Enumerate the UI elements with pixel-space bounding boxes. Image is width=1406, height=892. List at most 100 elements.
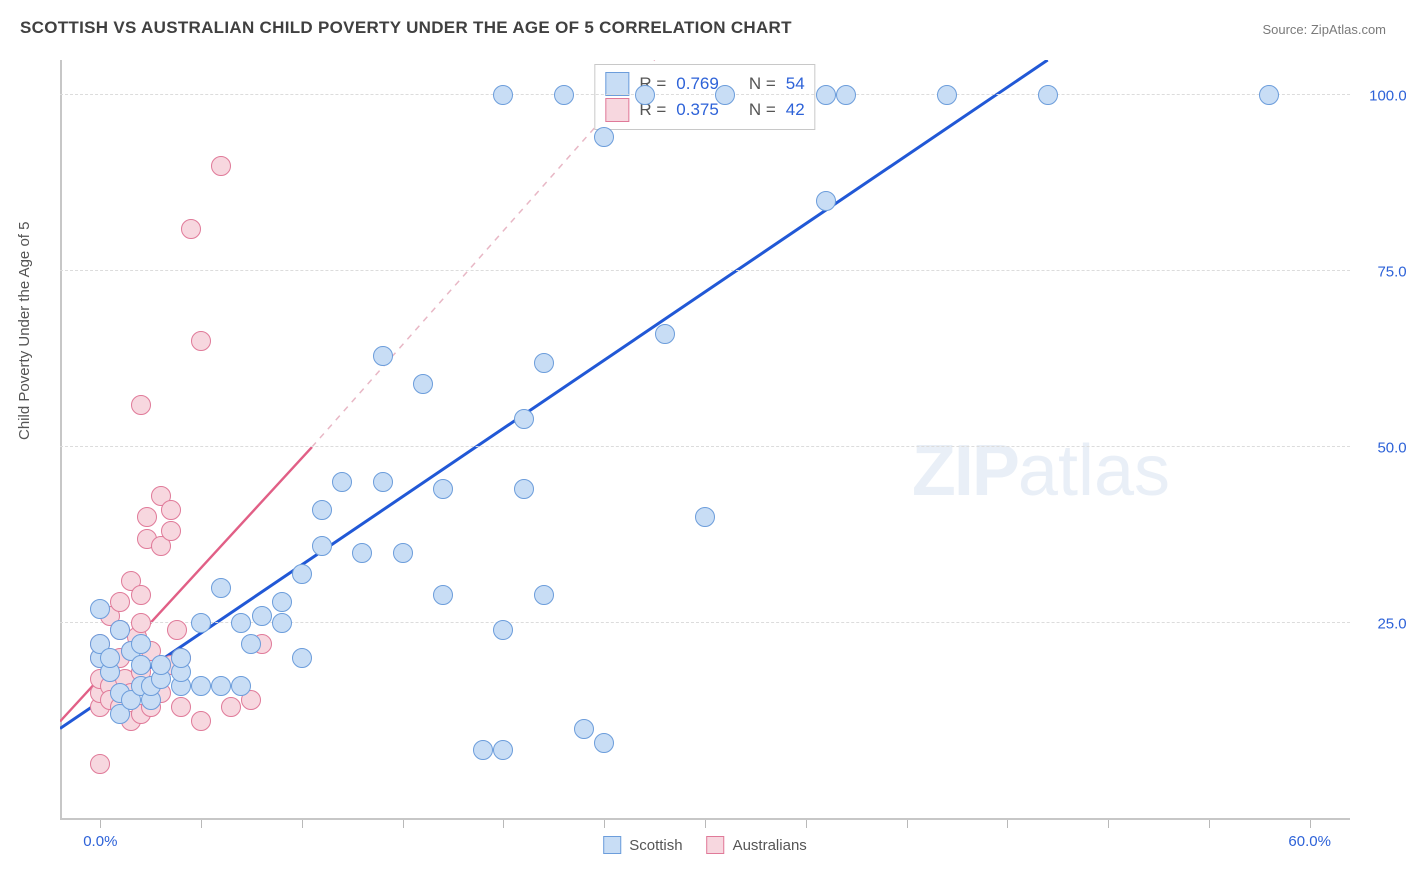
data-point [110, 592, 130, 612]
legend-label-australians: Australians [733, 837, 807, 854]
data-point [191, 676, 211, 696]
x-tick [100, 820, 101, 828]
data-point [393, 543, 413, 563]
x-tick [907, 820, 908, 828]
data-point [594, 127, 614, 147]
x-tick [403, 820, 404, 828]
data-point [137, 507, 157, 527]
data-point [332, 472, 352, 492]
swatch-scottish [605, 72, 629, 96]
data-point [161, 500, 181, 520]
y-tick-label: 75.0% [1360, 264, 1406, 281]
data-point [131, 634, 151, 654]
data-point [211, 578, 231, 598]
y-tick-label: 100.0% [1360, 88, 1406, 105]
data-point [131, 613, 151, 633]
data-point [90, 599, 110, 619]
x-tick [201, 820, 202, 828]
data-point [292, 564, 312, 584]
r-value-scottish: 0.769 [676, 71, 719, 97]
data-point [635, 85, 655, 105]
data-point [131, 655, 151, 675]
y-axis-title: Child Poverty Under the Age of 5 [16, 222, 33, 440]
data-point [231, 676, 251, 696]
data-point [312, 500, 332, 520]
data-point [433, 479, 453, 499]
x-tick [302, 820, 303, 828]
legend-item-australians: Australians [707, 836, 807, 854]
x-tick [604, 820, 605, 828]
x-tick [705, 820, 706, 828]
data-point [191, 613, 211, 633]
data-point [352, 543, 372, 563]
data-point [373, 346, 393, 366]
data-point [272, 592, 292, 612]
data-point [554, 85, 574, 105]
data-point [191, 331, 211, 351]
data-point [131, 395, 151, 415]
watermark-zip: ZIP [912, 431, 1018, 511]
data-point [493, 620, 513, 640]
data-point [171, 697, 191, 717]
data-point [937, 85, 957, 105]
data-point [373, 472, 393, 492]
data-point [1038, 85, 1058, 105]
x-tick [1007, 820, 1008, 828]
gridline [60, 270, 1350, 271]
data-point [171, 648, 191, 668]
data-point [241, 634, 261, 654]
data-point [574, 719, 594, 739]
gridline [60, 94, 1350, 95]
gridline [60, 446, 1350, 447]
data-point [272, 613, 292, 633]
data-point [90, 754, 110, 774]
data-point [151, 655, 171, 675]
y-axis-line [60, 60, 62, 820]
swatch-australians [605, 98, 629, 122]
data-point [312, 536, 332, 556]
data-point [473, 740, 493, 760]
data-point [836, 85, 856, 105]
x-tick [1310, 820, 1311, 828]
watermark: ZIPatlas [912, 430, 1170, 512]
data-point [594, 733, 614, 753]
plot-area: ZIPatlas R = 0.769 N = 54 R = 0.375 N = … [60, 60, 1350, 820]
x-tick-label: 60.0% [1288, 833, 1331, 850]
data-point [715, 85, 735, 105]
x-tick [806, 820, 807, 828]
data-point [211, 676, 231, 696]
correlation-legend: R = 0.769 N = 54 R = 0.375 N = 42 [594, 64, 815, 130]
x-tick-label: 0.0% [83, 833, 117, 850]
source-label: Source: ZipAtlas.com [1262, 22, 1386, 37]
data-point [211, 156, 231, 176]
swatch-australians-bottom [707, 836, 725, 854]
data-point [413, 374, 433, 394]
legend-item-scottish: Scottish [603, 836, 682, 854]
data-point [231, 613, 251, 633]
data-point [493, 85, 513, 105]
swatch-scottish-bottom [603, 836, 621, 854]
data-point [493, 740, 513, 760]
n-value-australians: 42 [786, 97, 805, 123]
legend-label-scottish: Scottish [629, 837, 682, 854]
data-point [534, 353, 554, 373]
y-tick-label: 25.0% [1360, 615, 1406, 632]
data-point [161, 521, 181, 541]
x-tick [1209, 820, 1210, 828]
data-point [514, 409, 534, 429]
data-point [252, 606, 272, 626]
data-point [100, 648, 120, 668]
data-point [191, 711, 211, 731]
data-point [534, 585, 554, 605]
data-point [221, 697, 241, 717]
x-tick [1108, 820, 1109, 828]
watermark-atlas: atlas [1018, 431, 1170, 511]
data-point [655, 324, 675, 344]
data-point [292, 648, 312, 668]
n-label: N = [749, 97, 776, 123]
chart-container: SCOTTISH VS AUSTRALIAN CHILD POVERTY UND… [0, 0, 1406, 892]
data-point [433, 585, 453, 605]
legend-row-australians: R = 0.375 N = 42 [605, 97, 804, 123]
data-point [131, 585, 151, 605]
data-point [514, 479, 534, 499]
